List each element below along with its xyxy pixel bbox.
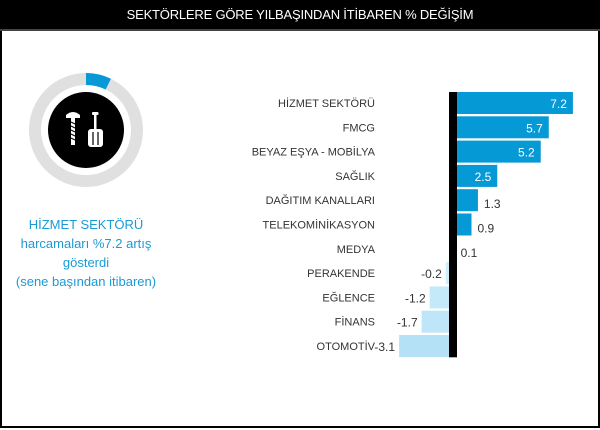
- data-label: 0.1: [461, 246, 478, 260]
- data-label: 1.3: [484, 197, 501, 211]
- data-label: 5.2: [518, 146, 535, 160]
- highlight-line1: harcamaları %7.2 artış gösterdi: [20, 236, 152, 270]
- highlight-caption: HİZMET SEKTÖRÜ harcamaları %7.2 artış gö…: [0, 215, 172, 291]
- category-label: OTOMOTİV: [317, 340, 376, 353]
- category-label: MEDYA: [337, 244, 376, 256]
- data-label: -0.2: [421, 267, 442, 281]
- category-label: SAĞLIK: [335, 170, 375, 183]
- bar: [457, 116, 549, 139]
- category-label: EĞLENCE: [322, 291, 375, 304]
- data-label: 5.7: [526, 121, 543, 135]
- bar: [399, 335, 449, 357]
- data-label: 2.5: [475, 170, 492, 184]
- category-label: FİNANS: [335, 316, 375, 329]
- category-label: DAĞITIM KANALLARI: [266, 194, 375, 207]
- data-label: 0.9: [477, 222, 494, 236]
- data-label: -1.2: [405, 291, 426, 305]
- bar: [445, 262, 449, 285]
- bar: [457, 189, 478, 212]
- bar: [429, 286, 449, 309]
- highlight-line2: (sene başından itibaren): [15, 274, 157, 289]
- highlight-sector: HİZMET SEKTÖRÜ: [28, 217, 144, 232]
- chart-title: SEKTÖRLERE GÖRE YILBAŞINDAN İTİBAREN % D…: [0, 0, 600, 31]
- category-label: TELEKOMİNİKASYON: [263, 219, 376, 232]
- bar: [457, 164, 498, 187]
- bar: [457, 140, 541, 163]
- bar: [421, 310, 449, 333]
- category-label: BEYAZ EŞYA - MOBİLYA: [252, 146, 376, 159]
- donut-value-arc: [29, 73, 143, 187]
- bar: [457, 213, 472, 236]
- data-label: 7.2: [550, 97, 567, 111]
- icon-background: [48, 92, 124, 168]
- progress-donut: [29, 73, 143, 187]
- bar: [457, 92, 573, 114]
- tools-icon: [66, 112, 103, 147]
- category-label: HİZMET SEKTÖRÜ: [278, 97, 375, 110]
- category-label: FMCG: [343, 122, 375, 134]
- category-label: PERAKENDE: [307, 268, 375, 280]
- data-label: -3.1: [374, 340, 395, 354]
- data-label: -1.7: [397, 316, 418, 330]
- zero-axis: [449, 92, 457, 358]
